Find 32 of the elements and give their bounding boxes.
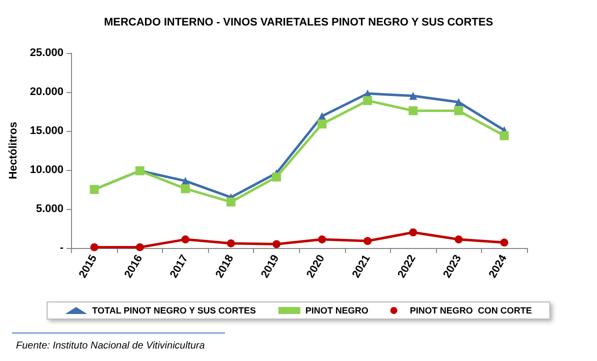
point — [409, 92, 418, 100]
point — [181, 235, 190, 244]
y-tick-label: 10.000 — [30, 164, 64, 176]
source-note: Fuente: Instituto Nacional de Vitivinicultura — [16, 340, 206, 352]
point — [272, 240, 280, 248]
legend-label: PINOT NEGRO — [305, 306, 368, 316]
y-tick-label: - — [60, 242, 64, 254]
point — [90, 243, 98, 252]
point — [226, 197, 236, 206]
point — [318, 235, 326, 244]
point — [272, 172, 281, 182]
point — [500, 131, 509, 140]
point — [454, 235, 463, 244]
point — [364, 236, 372, 245]
point — [500, 238, 508, 247]
point — [226, 239, 235, 248]
y-tick-label: 25.000 — [30, 47, 64, 59]
point — [136, 243, 144, 252]
y-tick-label: 5.000 — [36, 203, 64, 215]
y-axis-title: Hectólitros — [8, 122, 20, 180]
point — [180, 184, 190, 194]
legend-label: PINOT NEGRO CON CORTE — [410, 306, 532, 316]
y-tick-label: 15.000 — [30, 125, 64, 137]
point — [408, 106, 418, 116]
y-tick-label: 20.000 — [30, 86, 64, 98]
point — [409, 228, 418, 236]
point — [318, 119, 327, 128]
legend-label: TOTAL PINOT NEGRO Y SUS CORTES — [92, 306, 256, 316]
point — [363, 96, 372, 106]
point — [454, 106, 464, 116]
point — [454, 98, 463, 106]
chart-title: MERCADO INTERNO - VINOS VARIETALES PINOT NEGRO Y SUS CORTES — [104, 16, 494, 28]
